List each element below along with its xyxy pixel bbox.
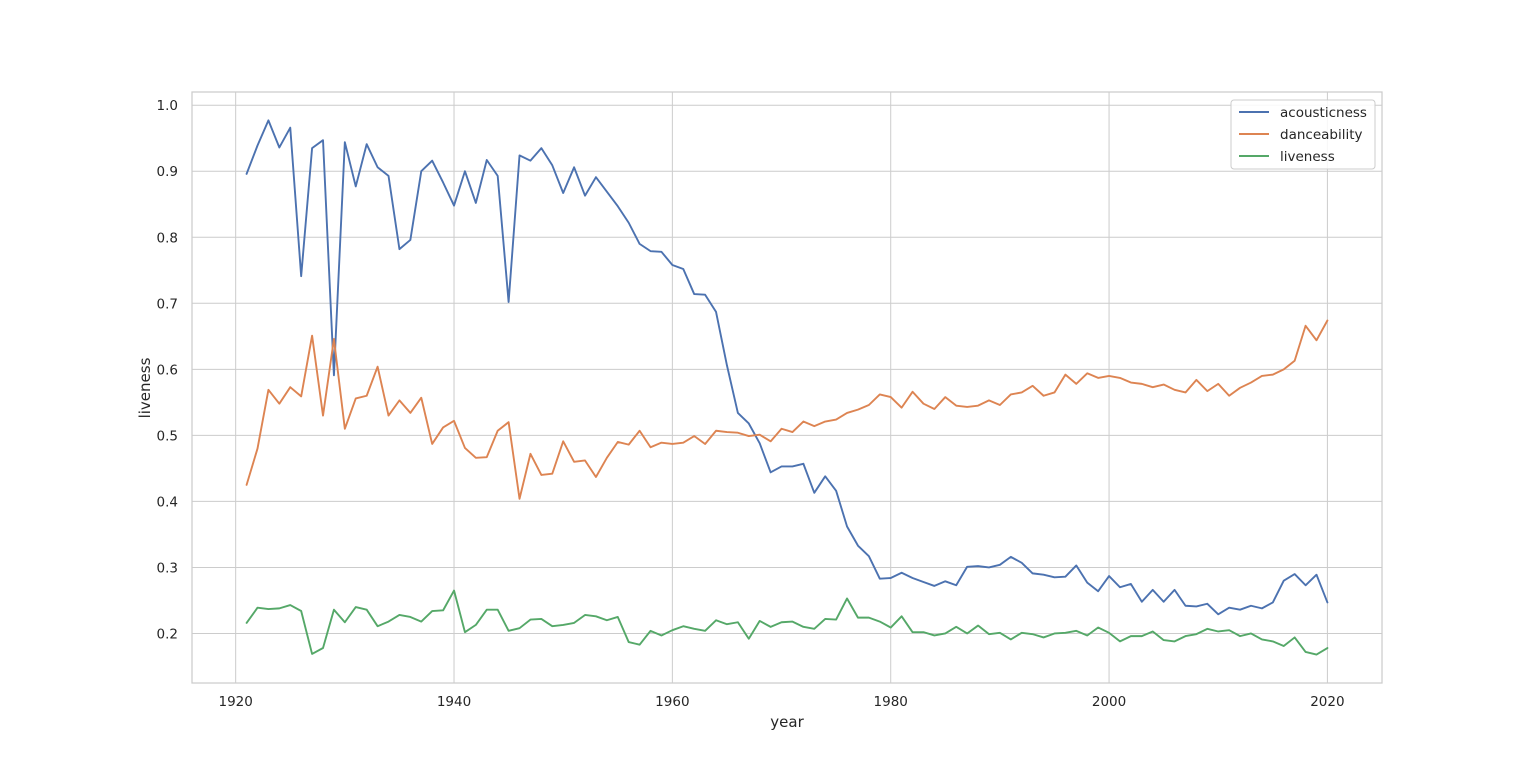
legend: acousticness danceability liveness	[1230, 99, 1376, 170]
x-tick-label: 1920	[218, 694, 252, 710]
x-axis-label: year	[770, 713, 804, 731]
y-tick-labels: 0.2 0.3 0.4 0.5 0.6 0.7 0.8 0.9 1.0	[157, 98, 178, 642]
y-tick-label: 0.4	[157, 494, 178, 510]
series-line-danceability	[245, 319, 1329, 500]
x-tick-label: 1980	[874, 694, 908, 710]
plot-frame	[191, 91, 1383, 684]
y-axis-label: liveness	[136, 357, 154, 418]
y-tick-label: 1.0	[157, 98, 178, 114]
series-lines	[245, 119, 1329, 656]
series-line-acousticness	[245, 119, 1329, 616]
legend-label-liveness: liveness	[1280, 149, 1335, 165]
x-tick-label: 1940	[437, 694, 471, 710]
legend-box	[1230, 99, 1376, 170]
y-tick-label: 0.9	[157, 164, 178, 180]
x-tick-label: 2000	[1092, 694, 1126, 710]
legend-label-danceability: danceability	[1280, 127, 1363, 143]
y-tick-label: 0.5	[157, 428, 178, 444]
y-tick-label: 0.6	[157, 362, 178, 378]
legend-label-acousticness: acousticness	[1280, 105, 1367, 121]
x-tick-labels: 1920 1940 1960 1980 2000 2020	[218, 694, 1344, 710]
x-tick-label: 1960	[655, 694, 689, 710]
y-tick-label: 0.7	[157, 296, 178, 312]
x-tick-label: 2020	[1310, 694, 1344, 710]
series-line-liveness	[245, 589, 1329, 656]
y-tick-label: 0.8	[157, 230, 178, 246]
y-tick-label: 0.2	[157, 626, 178, 642]
y-tick-label: 0.3	[157, 560, 178, 576]
grid	[192, 92, 1382, 683]
